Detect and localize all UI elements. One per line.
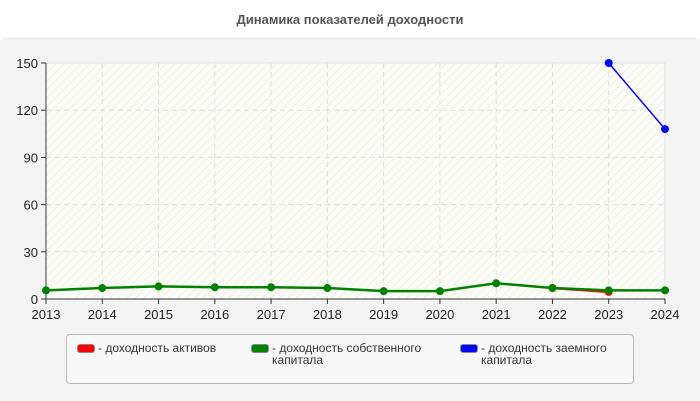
data-point bbox=[323, 283, 332, 292]
data-point bbox=[98, 283, 107, 292]
data-point bbox=[604, 286, 613, 295]
x-tick-label: 2017 bbox=[257, 307, 286, 322]
data-point bbox=[548, 283, 557, 292]
x-tick-label: 2023 bbox=[594, 307, 623, 322]
x-tick-label: 2016 bbox=[200, 307, 229, 322]
y-tick-label: 0 bbox=[31, 292, 38, 307]
data-point bbox=[42, 286, 50, 295]
y-tick-label: 30 bbox=[24, 245, 38, 260]
x-tick-label: 2015 bbox=[144, 307, 173, 322]
y-tick-label: 150 bbox=[16, 56, 38, 71]
y-tick-label: 90 bbox=[24, 150, 38, 165]
x-tick-label: 2019 bbox=[369, 307, 398, 322]
x-tick-label: 2020 bbox=[425, 307, 454, 322]
x-tick-label: 2013 bbox=[32, 307, 61, 322]
legend-item-equity: - доходность собственного капитала bbox=[251, 342, 422, 366]
legend-swatch-red bbox=[77, 344, 95, 353]
legend-item-assets: - доходность активов bbox=[77, 342, 216, 354]
legend-swatch-blue bbox=[460, 344, 478, 353]
y-tick-label: 60 bbox=[24, 198, 38, 213]
legend-item-borrowed: - доходность заемного капитала bbox=[460, 342, 631, 366]
x-tick-label: 2014 bbox=[88, 307, 117, 322]
data-point bbox=[435, 287, 444, 296]
data-point bbox=[267, 283, 276, 292]
x-tick-label: 2024 bbox=[651, 307, 680, 322]
chart-title: Динамика показателей доходности bbox=[236, 12, 464, 27]
x-tick-label: 2021 bbox=[482, 307, 511, 322]
chart-legend: - доходность активов - доходность собств… bbox=[66, 334, 634, 384]
data-point bbox=[604, 59, 613, 67]
x-tick-label: 2022 bbox=[538, 307, 567, 322]
data-point bbox=[661, 125, 669, 134]
data-point bbox=[661, 286, 669, 295]
data-point bbox=[379, 287, 388, 296]
data-point bbox=[492, 279, 501, 288]
y-tick-label: 120 bbox=[16, 103, 38, 118]
legend-swatch-green bbox=[251, 344, 269, 353]
data-point bbox=[154, 282, 163, 291]
x-tick-label: 2018 bbox=[313, 307, 342, 322]
data-point bbox=[210, 283, 219, 292]
